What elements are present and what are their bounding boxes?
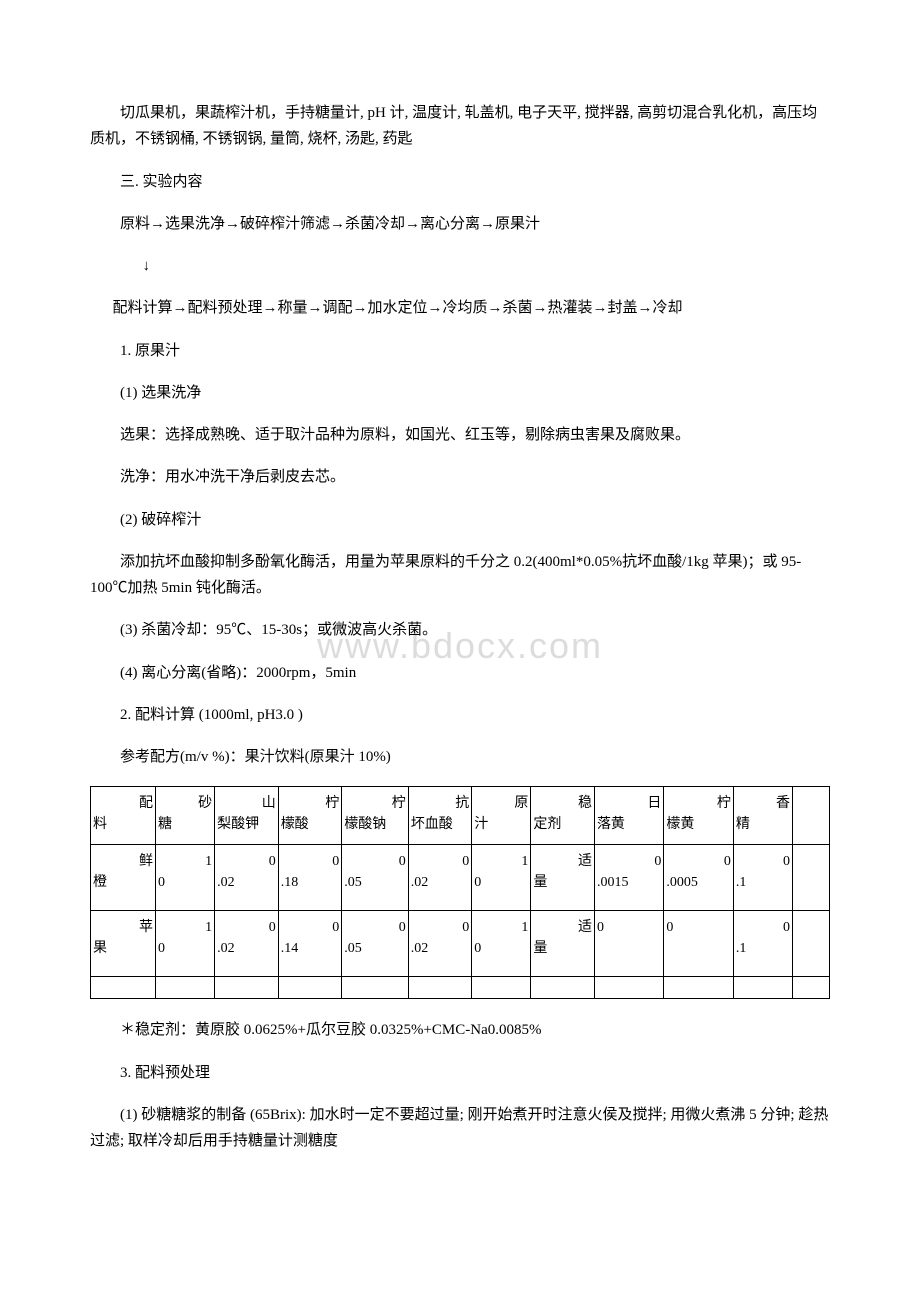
- table-cell: 0.05: [342, 911, 409, 977]
- table-cell: [156, 977, 215, 999]
- table-cell: 10: [156, 911, 215, 977]
- arrow-symbol: ↓: [90, 253, 830, 279]
- table-header-row: 配料砂糖山梨酸钾柠檬酸柠檬酸钠抗坏血酸原汁稳定剂日落黄柠檬黄香精: [91, 787, 830, 845]
- table-cell: 砂糖: [156, 787, 215, 845]
- document-content: 切瓜果机，果蔬榨汁机，手持糖量计, pH 计, 温度计, 轧盖机, 电子天平, …: [90, 100, 830, 1154]
- table-cell: 柠檬黄: [664, 787, 733, 845]
- paragraph: 2. 配料计算 (1000ml, pH3.0 ): [90, 702, 830, 728]
- table-row: 鲜橙100.020.180.050.0210适量0.00150.00050.1: [91, 845, 830, 911]
- table-cell: 0.14: [278, 911, 342, 977]
- paragraph: 切瓜果机，果蔬榨汁机，手持糖量计, pH 计, 温度计, 轧盖机, 电子天平, …: [90, 100, 830, 153]
- table-cell: 0.02: [215, 845, 279, 911]
- table-row-empty: [91, 977, 830, 999]
- table-cell: 10: [472, 911, 531, 977]
- table-cell: 原汁: [472, 787, 531, 845]
- table-cell: 柠檬酸钠: [342, 787, 409, 845]
- table-row: 苹果100.020.140.050.0210适量000.1: [91, 911, 830, 977]
- table-cell: [664, 977, 733, 999]
- paragraph: 3. 配料预处理: [90, 1060, 830, 1086]
- paragraph: (2) 破碎榨汁: [90, 507, 830, 533]
- table-cell: 0: [594, 911, 663, 977]
- paragraph: (1) 砂糖糖浆的制备 (65Brix): 加水时一定不要超过量; 刚开始煮开时…: [90, 1102, 830, 1155]
- table-cell: 稳定剂: [531, 787, 595, 845]
- table-cell: [531, 977, 595, 999]
- table-cell: 适量: [531, 911, 595, 977]
- table-cell: 配料: [91, 787, 156, 845]
- table-cell: 柠檬酸: [278, 787, 342, 845]
- paragraph: 添加抗坏血酸抑制多酚氧化酶活，用量为苹果原料的千分之 0.2(400ml*0.0…: [90, 549, 830, 602]
- recipe-table: 配料砂糖山梨酸钾柠檬酸柠檬酸钠抗坏血酸原汁稳定剂日落黄柠檬黄香精 鲜橙100.0…: [90, 786, 830, 999]
- paragraph: (3) 杀菌冷却：95℃、15-30s；或微波高火杀菌。: [90, 617, 830, 643]
- table-cell: [342, 977, 409, 999]
- paragraph: 选果：选择成熟晚、适于取汁品种为原料，如国光、红玉等，剔除病虫害果及腐败果。: [90, 422, 830, 448]
- table-cell: 山梨酸钾: [215, 787, 279, 845]
- paragraph: (4) 离心分离(省略)：2000rpm，5min: [90, 660, 830, 686]
- table-cell: 0: [664, 911, 733, 977]
- table-cell: 0.02: [408, 911, 472, 977]
- table-cell: [278, 977, 342, 999]
- table-cell: 鲜橙: [91, 845, 156, 911]
- paragraph: (1) 选果洗净: [90, 380, 830, 406]
- table-cell: 0.18: [278, 845, 342, 911]
- table-cell: 香精: [733, 787, 792, 845]
- table-cell: 0.02: [215, 911, 279, 977]
- table-cell: 0.0005: [664, 845, 733, 911]
- table-cell: [472, 977, 531, 999]
- section-heading: 三. 实验内容: [90, 169, 830, 195]
- table-cell: 0.1: [733, 845, 792, 911]
- table-cell: [792, 787, 829, 845]
- table-cell: 0.0015: [594, 845, 663, 911]
- table-cell: 适量: [531, 845, 595, 911]
- table-cell: [792, 845, 829, 911]
- paragraph: 参考配方(m/v %)：果汁饮料(原果汁 10%): [90, 744, 830, 770]
- table-cell: [408, 977, 472, 999]
- table-cell: 苹果: [91, 911, 156, 977]
- paragraph: 原料→选果洗净→破碎榨汁筛滤→杀菌冷却→离心分离→原果汁: [90, 211, 830, 237]
- table-cell: [733, 977, 792, 999]
- paragraph: 洗净：用水冲洗干净后剥皮去芯。: [90, 464, 830, 490]
- table-cell: 10: [156, 845, 215, 911]
- paragraph: ＊稳定剂：黄原胶 0.0625%+瓜尔豆胶 0.0325%+CMC-Na0.00…: [90, 1017, 830, 1043]
- table-cell: 0.1: [733, 911, 792, 977]
- table-cell: [594, 977, 663, 999]
- table-cell: [792, 977, 829, 999]
- table-cell: 0.05: [342, 845, 409, 911]
- table-cell: [215, 977, 279, 999]
- table-cell: [91, 977, 156, 999]
- table-cell: 日落黄: [594, 787, 663, 845]
- table-cell: 10: [472, 845, 531, 911]
- table-cell: 抗坏血酸: [408, 787, 472, 845]
- table-cell: [792, 911, 829, 977]
- table-cell: 0.02: [408, 845, 472, 911]
- paragraph: 配料计算→配料预处理→称量→调配→加水定位→冷均质→杀菌→热灌装→封盖→冷却: [90, 295, 830, 321]
- paragraph: 1. 原果汁: [90, 338, 830, 364]
